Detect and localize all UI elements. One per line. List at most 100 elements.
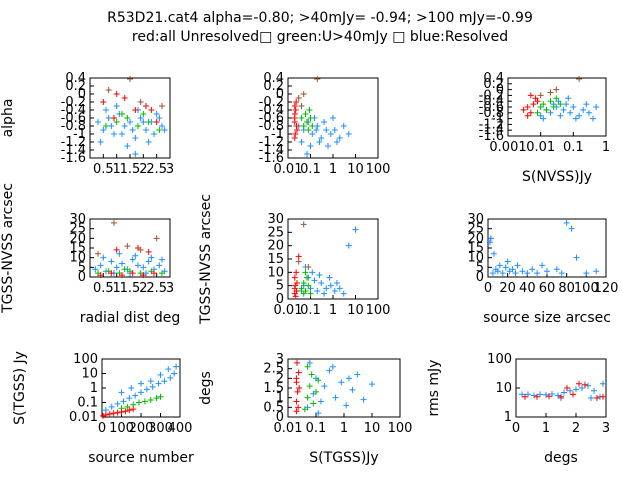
data-point xyxy=(558,270,565,277)
data-point xyxy=(148,107,155,113)
x-tick-label: 1.5 xyxy=(120,162,141,177)
data-point xyxy=(151,270,157,277)
data-point xyxy=(156,115,163,121)
data-point xyxy=(524,112,531,119)
data-point xyxy=(558,393,564,400)
data-point xyxy=(295,369,302,376)
y-axis-label: TGSS-NVSS arcsec xyxy=(0,183,16,314)
data-point xyxy=(95,119,101,125)
data-point xyxy=(313,127,320,133)
series-brown xyxy=(95,219,160,257)
x-tick-label: 0.1 xyxy=(300,303,321,318)
y-tick-label: 20 xyxy=(267,239,284,254)
data-point xyxy=(293,123,300,129)
data-point xyxy=(126,407,133,414)
data-point xyxy=(298,285,305,292)
scatter-panel-p2: 0.010.1 1 10 1000.40.20-0.2-0.4-0.6-0.8-1-1… xyxy=(259,71,391,177)
y-tick-label: -1.4 xyxy=(479,123,504,138)
data-point xyxy=(293,288,300,294)
data-point xyxy=(132,392,139,399)
data-point xyxy=(145,139,152,145)
y-tick-label: -0.4 xyxy=(61,103,86,118)
data-point xyxy=(140,111,147,117)
data-point xyxy=(122,408,129,415)
data-point xyxy=(141,398,148,405)
data-point xyxy=(520,106,527,113)
data-point xyxy=(354,371,361,378)
data-point xyxy=(118,409,125,416)
data-point xyxy=(307,115,314,121)
data-point xyxy=(327,282,334,289)
x-tick-label: 300 xyxy=(148,421,173,436)
x-tick-label: 10 xyxy=(347,162,364,177)
x-tick-label: 0 xyxy=(98,421,106,436)
y-tick-label: -1.4 xyxy=(61,143,86,158)
y-axis-label: rms mJy xyxy=(426,360,442,417)
y-tick-label: -0.4 xyxy=(259,103,284,118)
data-point xyxy=(557,112,564,119)
data-point xyxy=(585,109,592,116)
x-tick-label: 0.1 xyxy=(563,140,584,155)
data-point xyxy=(307,290,314,297)
y-tick-label: 100 xyxy=(73,352,98,367)
data-point xyxy=(309,123,316,129)
data-point xyxy=(148,254,155,261)
data-point xyxy=(318,280,325,286)
data-point xyxy=(567,387,573,394)
y-axis-label: alpha xyxy=(0,99,16,138)
data-point xyxy=(333,280,340,286)
data-point xyxy=(295,95,302,101)
y-tick-label: -1 xyxy=(271,127,284,142)
y-tick-label: 0 xyxy=(476,270,484,285)
data-point xyxy=(140,119,147,125)
data-point xyxy=(524,270,531,277)
data-point xyxy=(153,119,160,125)
data-point xyxy=(512,270,519,277)
data-point xyxy=(567,109,574,116)
data-point xyxy=(95,250,101,257)
x-tick-label: 0.01 xyxy=(274,303,303,318)
data-point xyxy=(132,135,139,141)
data-point xyxy=(100,127,107,133)
y-tick-label: 0.01 xyxy=(69,410,98,425)
y-axis-label: TGSS-NVSS arcsec xyxy=(198,194,214,325)
data-point xyxy=(527,109,534,116)
data-point xyxy=(135,262,141,269)
data-point xyxy=(103,123,109,129)
data-point xyxy=(330,115,336,121)
data-point xyxy=(105,87,112,93)
data-point xyxy=(140,272,147,279)
data-point xyxy=(547,89,554,96)
series-green xyxy=(298,107,316,133)
data-point xyxy=(97,139,104,145)
data-point xyxy=(315,377,322,384)
y-tick-label: 20 xyxy=(467,231,484,246)
x-tick-label: 100 xyxy=(366,162,391,177)
data-point xyxy=(292,293,299,300)
data-point xyxy=(113,264,120,271)
data-point xyxy=(294,359,301,366)
data-point xyxy=(600,393,606,400)
data-point xyxy=(332,394,339,401)
data-point xyxy=(304,151,311,157)
series-blue xyxy=(95,103,168,157)
data-point xyxy=(534,393,540,400)
data-point xyxy=(326,367,333,374)
data-point xyxy=(550,104,557,110)
data-point xyxy=(305,127,312,133)
data-point xyxy=(126,395,133,402)
data-point xyxy=(111,131,117,137)
x-tick-label: 3 xyxy=(166,162,174,177)
data-point xyxy=(345,375,352,382)
y-tick-label: -1.2 xyxy=(259,135,284,150)
data-point xyxy=(291,103,298,109)
data-point xyxy=(557,101,564,108)
data-point xyxy=(161,127,168,133)
data-point xyxy=(159,270,165,277)
y-tick-label: -0.8 xyxy=(259,119,284,134)
data-point xyxy=(100,254,107,261)
data-point xyxy=(147,378,154,385)
y-tick-label: 2 xyxy=(276,371,284,386)
